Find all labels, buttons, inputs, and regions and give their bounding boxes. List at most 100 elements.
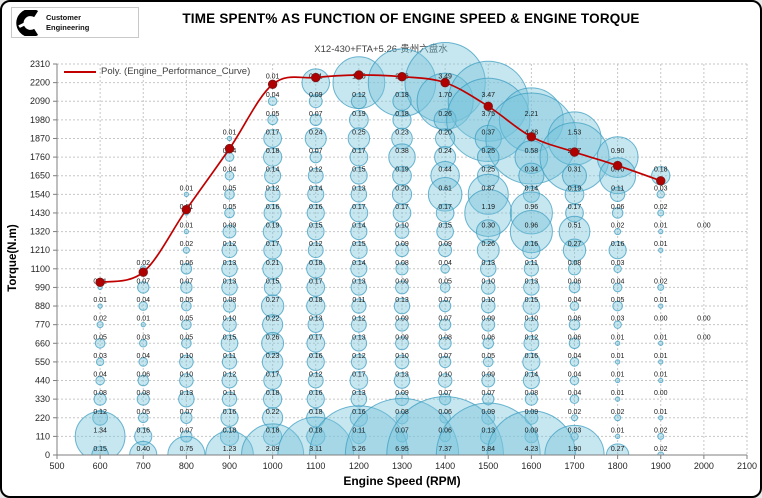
- bubble: [308, 94, 323, 109]
- value-label: 1.19: [481, 204, 495, 211]
- bubble: [614, 228, 622, 236]
- y-tick-label: 1430: [30, 208, 50, 218]
- bubble: [181, 337, 192, 349]
- value-label: 0.16: [525, 241, 539, 248]
- value-label: 0.09: [481, 409, 495, 416]
- value-label: 3.75: [481, 111, 495, 118]
- value-label: 0.01: [180, 185, 194, 192]
- bubble: [475, 219, 501, 244]
- bubble: [92, 409, 109, 426]
- bubble: [479, 260, 497, 278]
- value-label: 0.13: [223, 260, 237, 267]
- bubble: [612, 300, 623, 312]
- value-label: 0.13: [352, 334, 366, 341]
- value-label: 0.03: [93, 353, 107, 360]
- bubble: [306, 296, 326, 316]
- value-label: 0.26: [481, 241, 495, 248]
- bubble: [393, 297, 411, 315]
- bubble: [481, 410, 496, 425]
- bubble: [180, 281, 193, 294]
- x-tick-label: 900: [222, 461, 237, 471]
- bubble: [260, 294, 285, 318]
- value-label: 0.12: [223, 241, 237, 248]
- bubble: [262, 314, 284, 336]
- curve-point-marker: [311, 72, 321, 83]
- y-tick-label: 1980: [30, 115, 50, 125]
- value-label: 1.70: [438, 92, 452, 99]
- value-label: 6.95: [395, 446, 409, 453]
- value-label: 0.25: [481, 167, 495, 174]
- bubble: [309, 150, 322, 164]
- bubble: [395, 243, 409, 258]
- bubble: [614, 340, 621, 346]
- y-tick-label: 2310: [30, 59, 50, 69]
- bubble: [267, 114, 278, 126]
- y-tick-label: 330: [35, 394, 50, 404]
- value-label: 0.11: [223, 353, 236, 360]
- bubble: [178, 390, 195, 408]
- value-label: 0.51: [568, 223, 582, 230]
- value-label: 0.14: [525, 185, 539, 192]
- bubble: [657, 432, 665, 440]
- value-label: 0.01: [611, 353, 625, 360]
- bubble: [350, 223, 368, 241]
- value-label: 0.01: [136, 316, 150, 323]
- y-tick-label: 1870: [30, 133, 50, 143]
- value-label: 0.18: [309, 409, 323, 416]
- bubble: [306, 278, 326, 297]
- bubble: [437, 373, 453, 388]
- bubble: [435, 128, 456, 149]
- value-label: 0.18: [654, 167, 668, 174]
- bubble: [350, 260, 368, 278]
- value-label: 0.22: [266, 409, 280, 416]
- bubble: [222, 317, 237, 332]
- y-tick-label: 990: [35, 282, 50, 292]
- value-label: 0.61: [438, 185, 452, 192]
- value-label: 0.15: [352, 241, 366, 248]
- bubble: [304, 127, 327, 150]
- value-label: 0.44: [438, 167, 452, 174]
- value-label: 0.10: [438, 372, 452, 379]
- value-label: 0.01: [654, 241, 668, 248]
- bubble: [614, 414, 622, 422]
- bubble: [95, 357, 105, 367]
- value-label: 0.58: [525, 148, 539, 155]
- value-label: 0.20: [438, 129, 452, 136]
- bubble: [95, 375, 105, 386]
- value-label: 0.13: [180, 390, 194, 397]
- bubble: [522, 352, 541, 372]
- value-label: 0.05: [180, 297, 194, 304]
- value-label: 5.84: [481, 446, 495, 453]
- value-label: 0.27: [568, 241, 582, 248]
- value-label: 0.05: [438, 278, 452, 285]
- value-label: 0.04: [568, 390, 582, 397]
- y-tick-label: 440: [35, 376, 50, 386]
- bubble: [509, 210, 553, 254]
- bubble: [395, 262, 409, 276]
- bubble: [480, 298, 496, 314]
- bubble: [263, 203, 282, 223]
- bubble: [263, 371, 282, 390]
- value-label: 0.01: [266, 74, 280, 81]
- bubble: [612, 282, 623, 293]
- value-label: 0.06: [481, 334, 495, 341]
- value-label: 0.17: [568, 204, 582, 211]
- value-label: 0.11: [525, 260, 538, 267]
- value-label: 0.01: [611, 372, 625, 379]
- curve-point-marker: [95, 277, 105, 288]
- bubble: [613, 264, 622, 274]
- value-label: 0.09: [395, 390, 409, 397]
- value-label: 0.06: [438, 427, 452, 434]
- legend: Poly. (Engine_Performance_Curve): [64, 66, 250, 77]
- y-tick-label: 550: [35, 357, 50, 367]
- bubble: [467, 173, 509, 215]
- y-tick-label: 770: [35, 320, 50, 330]
- bubble: [518, 162, 545, 189]
- tick-labels: 0 110 220 330 440 550 660 770 880 990 1100 1210 1320…: [30, 59, 757, 471]
- value-label: 0.07: [438, 353, 452, 360]
- bubble: [367, 48, 437, 117]
- bubble: [306, 352, 325, 372]
- value-label: 0.13: [352, 278, 366, 285]
- bubble: [613, 320, 622, 329]
- bubble: [307, 185, 325, 203]
